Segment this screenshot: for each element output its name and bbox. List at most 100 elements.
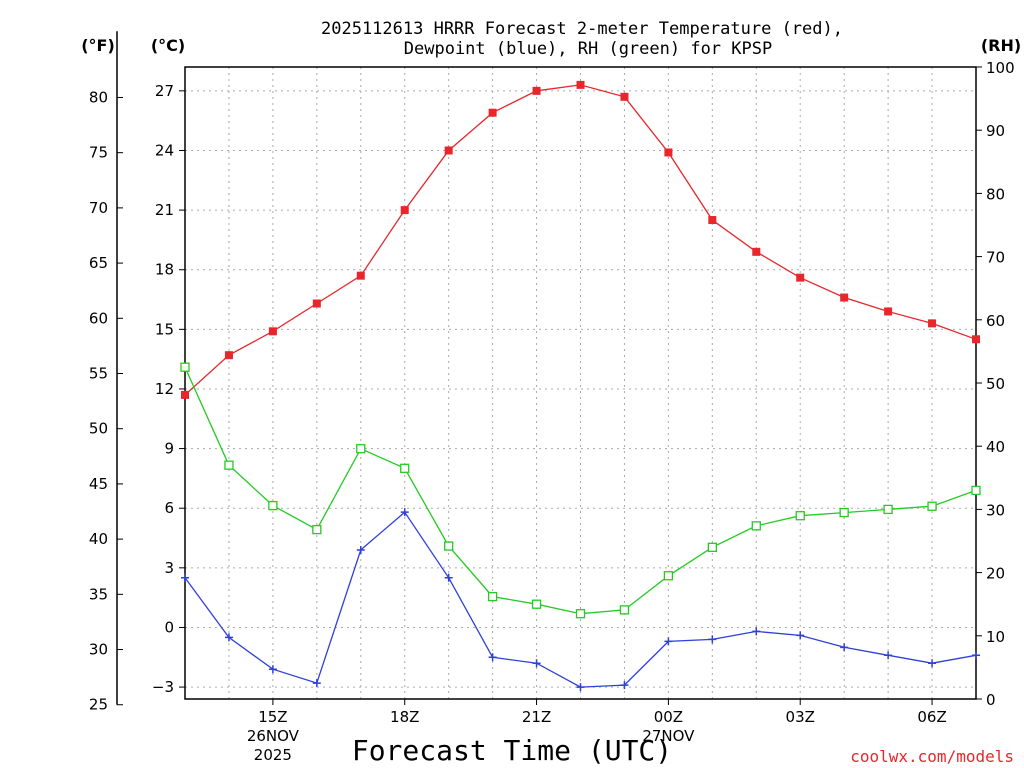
x-tick-label: 03Z	[786, 708, 815, 726]
fahrenheit-tick-label: 35	[89, 585, 108, 603]
chart-title-line1: 2025112613 HRRR Forecast 2-meter Tempera…	[321, 19, 843, 39]
rh-tick-label: 70	[986, 249, 1005, 267]
celsius-tick-label: 0	[164, 618, 174, 636]
fahrenheit-tick-label: 65	[89, 254, 108, 272]
temperature-point	[576, 80, 585, 89]
fahrenheit-unit-label: (°F)	[81, 36, 115, 55]
temperature-point	[840, 293, 849, 302]
dewpoint-point	[664, 637, 673, 646]
dewpoint-point	[312, 679, 321, 688]
x-tick-date: 26NOV	[247, 727, 300, 745]
celsius-tick-label: 12	[155, 380, 174, 398]
rh-unit-label: (RH)	[981, 36, 1021, 55]
temperature-point	[488, 108, 497, 117]
rh-point	[268, 500, 278, 511]
dewpoint-point	[884, 651, 893, 660]
dewpoint-point	[928, 659, 937, 668]
temperature-point	[620, 92, 629, 101]
temperature-point	[752, 247, 761, 256]
celsius-tick-label: 18	[155, 261, 174, 279]
rh-tick-label: 10	[986, 628, 1005, 646]
temperature-point	[972, 335, 980, 344]
celsius-tick-label: −3	[152, 678, 174, 696]
rh-point	[927, 501, 937, 511]
dewpoint-point	[400, 508, 409, 517]
temperature-point	[928, 319, 937, 328]
rh-tick-label: 20	[986, 565, 1005, 583]
temperature-point	[181, 390, 189, 399]
rh-tick-label: 80	[986, 185, 1005, 203]
fahrenheit-tick-label: 45	[89, 475, 108, 493]
temperature-point	[532, 86, 541, 95]
temperature-point	[356, 271, 365, 280]
rh-point	[883, 504, 893, 515]
dewpoint-point	[972, 651, 980, 660]
x-tick-year: 2025	[254, 746, 292, 764]
temperature-point	[664, 148, 673, 157]
plot-frame	[184, 66, 977, 700]
x-tick-date: 27NOV	[642, 727, 695, 745]
celsius-tick-label: 21	[155, 201, 174, 219]
axes	[116, 31, 982, 706]
rh-point	[531, 599, 542, 609]
dewpoint-point	[488, 653, 497, 662]
fahrenheit-tick-label: 80	[89, 88, 108, 106]
rh-point	[487, 591, 498, 602]
celsius-tick-label: 9	[164, 440, 174, 458]
rh-point	[400, 463, 410, 473]
celsius-tick-label: 27	[155, 82, 174, 100]
data-series	[180, 80, 981, 692]
dewpoint-point	[708, 635, 717, 644]
grid-lines	[185, 67, 976, 699]
celsius-tick-label: 6	[164, 499, 174, 517]
chart-title-line2: Dewpoint (blue), RH (green) for KPSP	[404, 39, 772, 59]
rh-point	[663, 571, 674, 581]
rh-tick-label: 50	[986, 375, 1005, 393]
rh-point	[224, 460, 234, 470]
x-tick-label: 00Z	[654, 708, 683, 726]
rh-point	[180, 362, 190, 372]
rh-point	[971, 485, 981, 496]
temperature-point	[444, 146, 453, 155]
credit-text: coolwx.com/models	[850, 747, 1014, 766]
temperature-point	[884, 307, 893, 316]
temperature-point	[268, 327, 277, 336]
temperature-line	[184, 84, 977, 396]
dewpoint-point	[181, 573, 189, 582]
fahrenheit-tick-label: 40	[89, 530, 108, 548]
rh-point	[619, 605, 630, 615]
x-tick-label: 18Z	[390, 708, 419, 726]
rh-tick-label: 30	[986, 501, 1005, 519]
dewpoint-point	[268, 665, 277, 674]
x-tick-label: 15Z	[258, 708, 287, 726]
temperature-point	[708, 216, 717, 225]
rh-point	[839, 507, 849, 518]
dewpoint-point	[752, 627, 761, 636]
fahrenheit-tick-label: 75	[89, 144, 108, 162]
fahrenheit-tick-label: 55	[89, 365, 108, 383]
rh-tick-label: 90	[986, 122, 1005, 140]
rh-tick-label: 60	[986, 312, 1005, 330]
celsius-tick-label: 15	[155, 320, 174, 338]
temperature-point	[312, 299, 321, 308]
dewpoint-line	[184, 511, 977, 688]
celsius-unit-label: (°C)	[151, 36, 185, 55]
fahrenheit-tick-label: 60	[89, 309, 108, 327]
dewpoint-point	[620, 681, 629, 690]
temperature-point	[224, 351, 233, 360]
fahrenheit-tick-label: 30	[89, 641, 108, 659]
x-tick-label: 06Z	[917, 708, 946, 726]
celsius-tick-label: 24	[155, 141, 174, 159]
temperature-point	[796, 273, 805, 282]
rh-point	[795, 511, 805, 521]
dewpoint-point	[840, 643, 849, 652]
dewpoint-point	[796, 631, 805, 640]
temperature-point	[400, 206, 409, 215]
dewpoint-point	[356, 545, 365, 554]
rh-point	[751, 521, 761, 531]
rh-tick-label: 0	[986, 691, 996, 709]
axis-labels: 80 75 70 65 60 55 50 45 40 35 30 25 27 24 21 18 15 12 9 6 30…	[89, 59, 1015, 764]
fahrenheit-tick-label: 25	[89, 696, 108, 714]
rh-tick-label: 40	[986, 438, 1005, 456]
